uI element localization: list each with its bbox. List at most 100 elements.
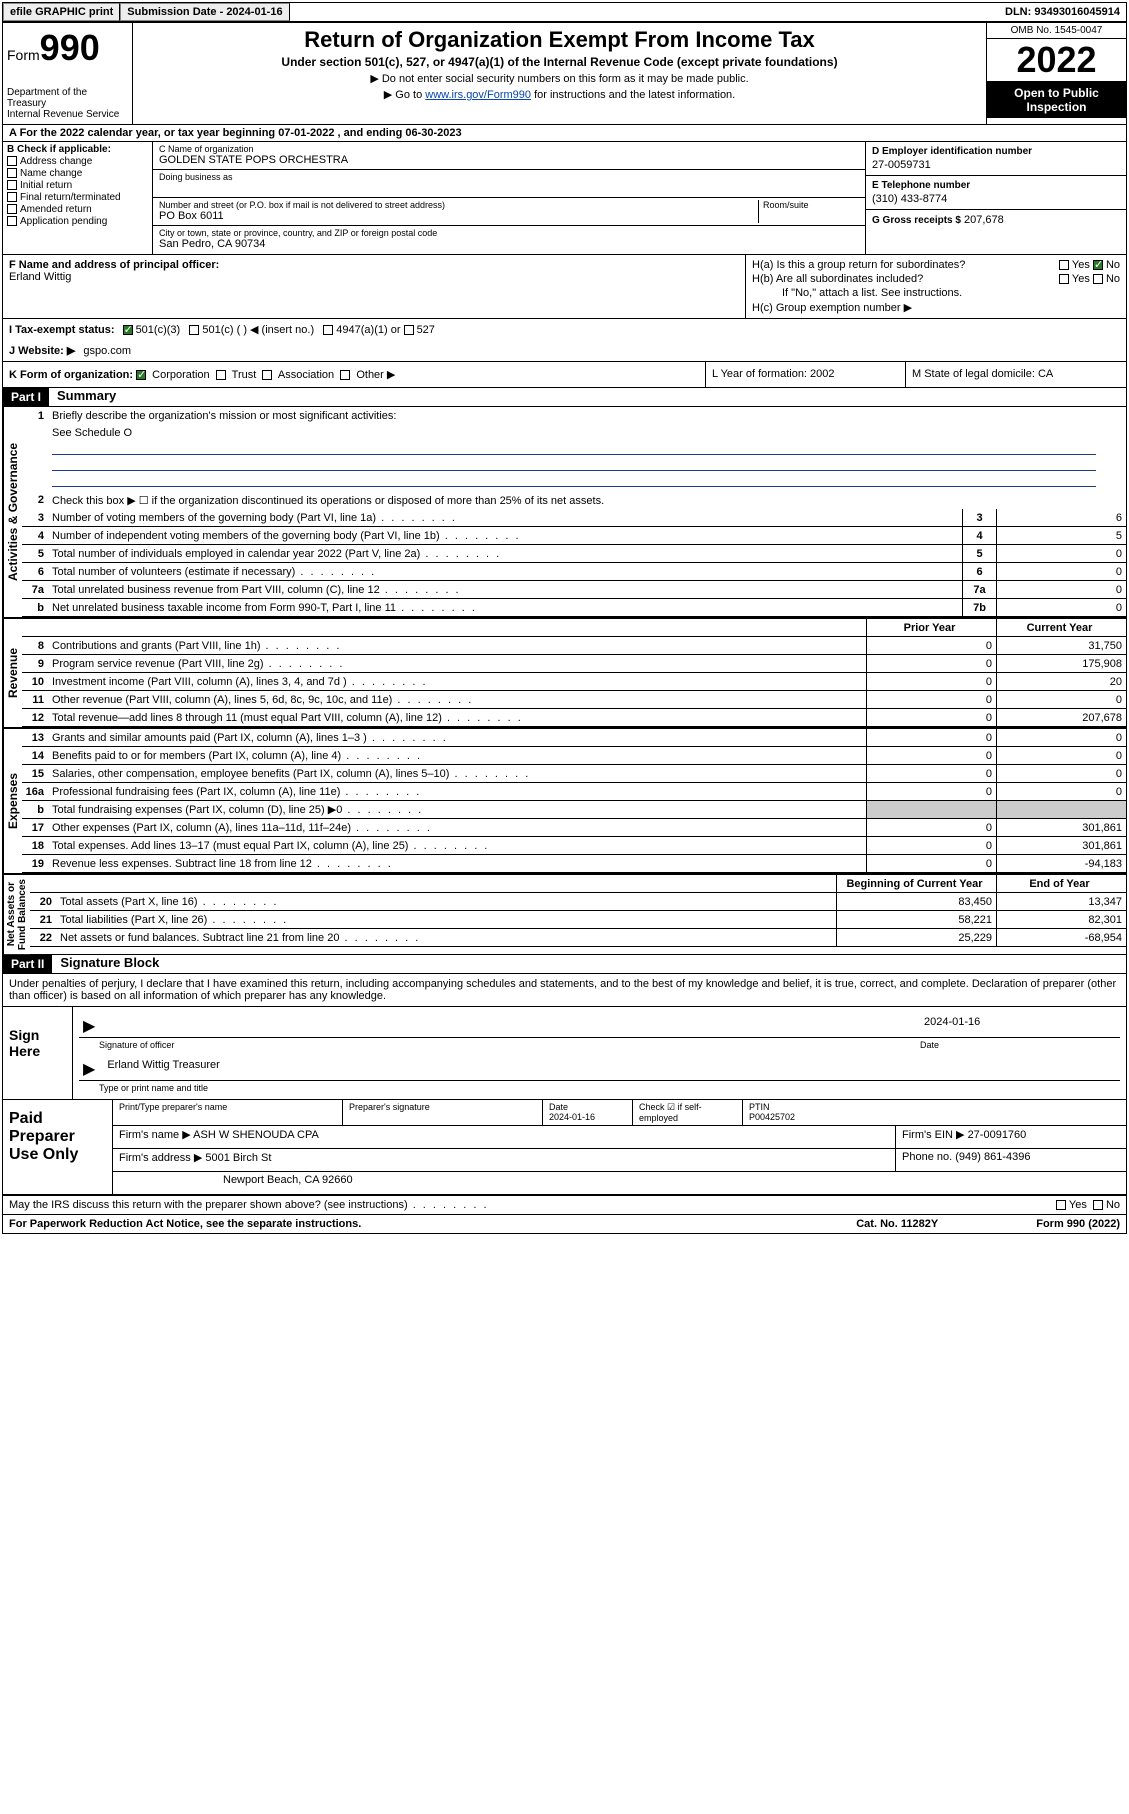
website-value: gspo.com: [83, 345, 131, 357]
ein-label: D Employer identification number: [872, 146, 1120, 157]
row-text: Other expenses (Part IX, column (A), lin…: [48, 821, 866, 835]
summary-expenses: Expenses 13 Grants and similar amounts p…: [3, 729, 1126, 875]
chk-501c3[interactable]: [123, 325, 133, 335]
form-org-label: K Form of organization:: [9, 369, 133, 381]
preparer-label: Paid Preparer Use Only: [3, 1100, 113, 1194]
row-box: 6: [962, 563, 996, 580]
row-prior: 0: [866, 855, 996, 872]
firm-phone-label: Phone no.: [902, 1151, 952, 1163]
ha-yes[interactable]: [1059, 260, 1069, 270]
row-text: Contributions and grants (Part VIII, lin…: [48, 639, 866, 653]
phone-label: E Telephone number: [872, 180, 1120, 191]
ha-no[interactable]: [1093, 260, 1103, 270]
tax-status-label: I Tax-exempt status:: [9, 324, 115, 336]
row-current: 20: [996, 673, 1126, 690]
row-current: 0: [996, 729, 1126, 746]
row-value: 0: [996, 563, 1126, 580]
row-current: -68,954: [996, 929, 1126, 946]
section-f-h: F Name and address of principal officer:…: [3, 255, 1126, 319]
chk-trust[interactable]: [216, 370, 226, 380]
chk-corp[interactable]: [136, 370, 146, 380]
dept-irs: Internal Revenue Service: [7, 109, 128, 120]
form-label: Form: [7, 47, 40, 63]
row-prior: 0: [866, 655, 996, 672]
row-prior: 83,450: [836, 893, 996, 910]
prep-ptin: PTINP00425702: [743, 1100, 1126, 1125]
row-prior: 0: [866, 709, 996, 726]
form-footer: Form 990 (2022): [1036, 1218, 1120, 1230]
prep-hdr-name: Print/Type preparer's name: [113, 1100, 343, 1125]
chk-address-change[interactable]: [7, 156, 17, 166]
row-current: 301,861: [996, 819, 1126, 836]
firm-addr-label: Firm's address ▶: [119, 1152, 202, 1164]
row-value: 0: [996, 599, 1126, 616]
summary-row: 14 Benefits paid to or for members (Part…: [22, 747, 1126, 765]
chk-app-pending[interactable]: [7, 216, 17, 226]
chk-amended[interactable]: [7, 204, 17, 214]
row-prior: 0: [866, 729, 996, 746]
main-title: Return of Organization Exempt From Incom…: [141, 27, 978, 53]
city-value: San Pedro, CA 90734: [159, 238, 859, 250]
vlabel-netassets: Net Assets orFund Balances: [3, 875, 30, 954]
top-bar: efile GRAPHIC print Submission Date - 20…: [3, 3, 1126, 23]
tax-year: 2022: [987, 39, 1126, 82]
chk-4947[interactable]: [323, 325, 333, 335]
col-b-label: B Check if applicable:: [7, 144, 148, 155]
part1-header: Part I Summary: [3, 388, 1126, 407]
col-h: H(a) Is this a group return for subordin…: [746, 255, 1126, 318]
row-text: Other revenue (Part VIII, column (A), li…: [48, 693, 866, 707]
summary-row: 9 Program service revenue (Part VIII, li…: [22, 655, 1126, 673]
hb-label: H(b) Are all subordinates included?: [752, 273, 923, 285]
form-header: Form990 Department of the Treasury Inter…: [3, 23, 1126, 125]
vlabel-revenue: Revenue: [3, 619, 22, 727]
submission-date: Submission Date - 2024-01-16: [120, 3, 289, 21]
row-text: Number of independent voting members of …: [48, 529, 962, 543]
chk-assoc[interactable]: [262, 370, 272, 380]
summary-row: 15 Salaries, other compensation, employe…: [22, 765, 1126, 783]
row-prior: 0: [866, 637, 996, 654]
open-public: Open to Public Inspection: [987, 82, 1126, 118]
mission-block: See Schedule O: [22, 425, 1126, 491]
form-page: efile GRAPHIC print Submission Date - 20…: [2, 2, 1127, 1234]
summary-row: 16a Professional fundraising fees (Part …: [22, 783, 1126, 801]
row-text: Professional fundraising fees (Part IX, …: [48, 785, 866, 799]
chk-other[interactable]: [340, 370, 350, 380]
col-c: C Name of organization GOLDEN STATE POPS…: [153, 142, 866, 254]
hb-no[interactable]: [1093, 274, 1103, 284]
omb-number: OMB No. 1545-0047: [987, 23, 1126, 39]
hc-label: H(c) Group exemption number ▶: [752, 301, 1120, 314]
hdr-prior: Prior Year: [866, 619, 996, 636]
discuss-yes[interactable]: [1056, 1200, 1066, 1210]
hdr-beginning: Beginning of Current Year: [836, 875, 996, 892]
chk-initial-return[interactable]: [7, 180, 17, 190]
efile-print-button[interactable]: efile GRAPHIC print: [3, 3, 120, 21]
row-current: 0: [996, 747, 1126, 764]
part2-header: Part II Signature Block: [3, 955, 1126, 974]
summary-row: b Total fundraising expenses (Part IX, c…: [22, 801, 1126, 819]
row-current: 31,750: [996, 637, 1126, 654]
instr-1: ▶ Do not enter social security numbers o…: [141, 72, 978, 85]
chk-final-return[interactable]: [7, 192, 17, 202]
chk-501c[interactable]: [189, 325, 199, 335]
officer-label: F Name and address of principal officer:: [9, 259, 739, 271]
dln: DLN: 93493016045914: [999, 4, 1126, 20]
row-text: Total unrelated business revenue from Pa…: [48, 583, 962, 597]
hdr-end: End of Year: [996, 875, 1126, 892]
irs-link[interactable]: www.irs.gov/Form990: [425, 89, 531, 101]
col-d-e-g: D Employer identification number 27-0059…: [866, 142, 1126, 254]
sign-here-label: Sign Here: [3, 1007, 73, 1099]
row-current: 13,347: [996, 893, 1126, 910]
chk-527[interactable]: [404, 325, 414, 335]
row-box: 3: [962, 509, 996, 526]
name-title-label: Type or print name and title: [79, 1083, 1120, 1093]
hb-yes[interactable]: [1059, 274, 1069, 284]
chk-name-change[interactable]: [7, 168, 17, 178]
row-text: Total expenses. Add lines 13–17 (must eq…: [48, 839, 866, 853]
header-mid: Return of Organization Exempt From Incom…: [133, 23, 986, 124]
firm-name: ASH W SHENOUDA CPA: [193, 1129, 319, 1141]
row-text: Total number of volunteers (estimate if …: [48, 565, 962, 579]
summary-row: 13 Grants and similar amounts paid (Part…: [22, 729, 1126, 747]
firm-ein: 27-0091760: [968, 1129, 1027, 1141]
row-text: Total number of individuals employed in …: [48, 547, 962, 561]
discuss-no[interactable]: [1093, 1200, 1103, 1210]
